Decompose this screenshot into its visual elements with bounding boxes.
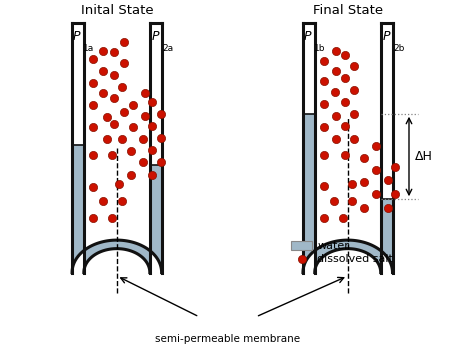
Point: [350, 87, 358, 93]
Point: [104, 137, 111, 142]
Point: [118, 198, 125, 204]
Point: [372, 143, 380, 149]
Point: [332, 68, 340, 74]
Point: [320, 183, 328, 188]
Point: [139, 159, 146, 164]
Point: [148, 123, 156, 128]
Polygon shape: [303, 114, 392, 273]
Point: [120, 39, 128, 45]
Point: [99, 90, 107, 96]
Text: 2b: 2b: [393, 44, 404, 53]
Point: [320, 125, 328, 130]
Point: [350, 63, 358, 69]
Point: [111, 96, 118, 101]
Point: [372, 191, 380, 197]
Point: [384, 178, 392, 183]
Point: [111, 72, 118, 77]
Point: [90, 57, 97, 62]
Point: [157, 135, 164, 141]
Point: [339, 215, 347, 221]
Text: P: P: [152, 30, 159, 43]
Point: [342, 52, 349, 58]
Point: [372, 168, 380, 173]
Point: [342, 152, 349, 158]
Point: [99, 68, 107, 74]
Point: [111, 50, 118, 55]
Point: [320, 79, 328, 84]
Point: [141, 90, 149, 96]
Point: [157, 111, 164, 117]
Point: [320, 215, 328, 221]
Polygon shape: [72, 144, 162, 273]
Text: ΔH: ΔH: [415, 150, 433, 163]
Point: [332, 113, 340, 118]
Point: [111, 121, 118, 127]
Text: 1b: 1b: [314, 44, 326, 53]
Point: [349, 198, 356, 204]
Text: water: water: [317, 240, 349, 251]
Point: [332, 137, 340, 142]
Point: [331, 90, 339, 95]
Point: [99, 48, 107, 53]
Point: [90, 215, 97, 221]
Text: P: P: [73, 30, 81, 43]
Point: [127, 172, 135, 178]
Point: [141, 113, 149, 118]
Point: [90, 152, 97, 158]
Text: 1a: 1a: [83, 44, 95, 53]
Point: [109, 215, 116, 221]
Point: [384, 205, 392, 210]
Point: [129, 125, 137, 130]
Point: [332, 48, 340, 53]
Point: [298, 256, 305, 262]
Text: dissolved salt: dissolved salt: [317, 254, 393, 264]
Point: [391, 191, 399, 197]
FancyBboxPatch shape: [291, 241, 312, 250]
Point: [157, 159, 164, 164]
Point: [360, 179, 368, 185]
Point: [120, 109, 128, 115]
Point: [115, 181, 123, 187]
Point: [330, 198, 337, 204]
Point: [90, 103, 97, 108]
Point: [360, 205, 368, 210]
Point: [118, 137, 125, 142]
Point: [320, 152, 328, 158]
Point: [127, 149, 135, 154]
Point: [90, 125, 97, 130]
Point: [360, 155, 368, 161]
Point: [342, 75, 349, 81]
Point: [320, 58, 328, 64]
Point: [342, 99, 349, 105]
Point: [99, 198, 107, 204]
Text: P: P: [383, 30, 390, 43]
Text: semi-permeable membrane: semi-permeable membrane: [155, 334, 300, 344]
Point: [148, 147, 156, 153]
Point: [350, 111, 358, 117]
Point: [139, 137, 146, 142]
Point: [342, 124, 349, 129]
Point: [349, 181, 356, 187]
Text: Inital State: Inital State: [81, 3, 153, 16]
Point: [104, 114, 111, 120]
Point: [120, 60, 128, 65]
Text: 2a: 2a: [162, 44, 173, 53]
Point: [391, 164, 399, 170]
Point: [320, 101, 328, 106]
Point: [350, 137, 358, 142]
Text: P: P: [304, 30, 311, 43]
Point: [118, 84, 125, 89]
Point: [148, 172, 156, 178]
Point: [129, 103, 137, 108]
Point: [90, 80, 97, 86]
Point: [109, 152, 116, 158]
Text: Final State: Final State: [313, 3, 383, 16]
Point: [148, 99, 156, 105]
Point: [90, 184, 97, 190]
